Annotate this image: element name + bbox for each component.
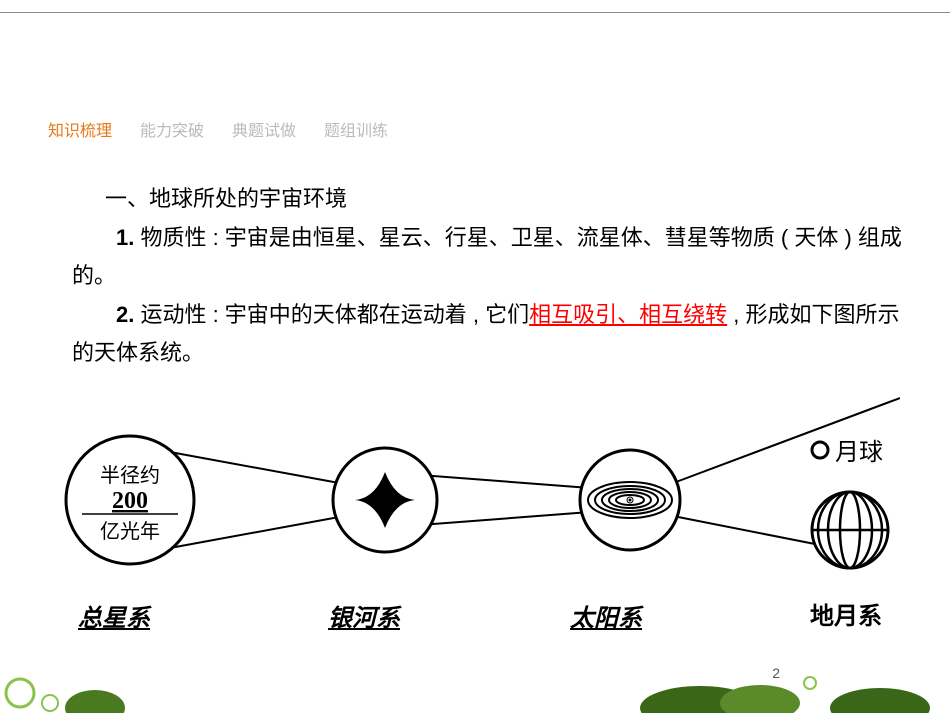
footer-decoration — [0, 653, 950, 713]
p2-text-a: 运动性 : 宇宙中的天体都在运动着 , 它们 — [134, 302, 529, 327]
tab-bar: 知识梳理 能力突破 典题试做 题组训练 — [48, 117, 388, 141]
p1-num: 1. — [116, 225, 134, 250]
p1-text: 物质性 : 宇宙是由恒星、星云、行星、卫星、流星体、彗星等物质 ( 天体 ) 组… — [72, 225, 902, 287]
c1-top: 半径约 — [100, 464, 160, 487]
celestial-systems-diagram: 半径约 200 亿光年 月球 — [50, 390, 900, 620]
p2-highlight: 相互吸引、相互绕转 — [529, 302, 727, 327]
label-earthmoon: 地月系 — [810, 596, 882, 631]
page-number: 2 — [772, 665, 780, 681]
label-solar: 太阳系 — [570, 598, 642, 633]
moon-label: 月球 — [835, 439, 883, 466]
earth-icon — [812, 492, 888, 568]
label-total: 总星系 — [78, 598, 150, 633]
label-milkyway: 银河系 — [328, 598, 400, 633]
c1-bot: 亿光年 — [100, 520, 160, 543]
sun-icon — [629, 499, 632, 502]
p2-num: 2. — [116, 302, 134, 327]
c1-mid: 200 — [112, 488, 148, 514]
tab-ability[interactable]: 能力突破 — [140, 117, 204, 141]
top-rule — [0, 12, 950, 13]
paragraph-1: 1. 物质性 : 宇宙是由恒星、星云、行星、卫星、流星体、彗星等物质 ( 天体 … — [72, 219, 902, 294]
tab-practice[interactable]: 题组训练 — [324, 117, 388, 141]
content-body: 一、地球所处的宇宙环境 1. 物质性 : 宇宙是由恒星、星云、行星、卫星、流星体… — [72, 180, 902, 373]
tab-knowledge[interactable]: 知识梳理 — [48, 117, 112, 141]
section-heading: 一、地球所处的宇宙环境 — [72, 180, 902, 217]
moon-icon — [812, 442, 828, 458]
tab-examples[interactable]: 典题试做 — [232, 117, 296, 141]
paragraph-2: 2. 运动性 : 宇宙中的天体都在运动着 , 它们相互吸引、相互绕转 , 形成如… — [72, 296, 902, 371]
